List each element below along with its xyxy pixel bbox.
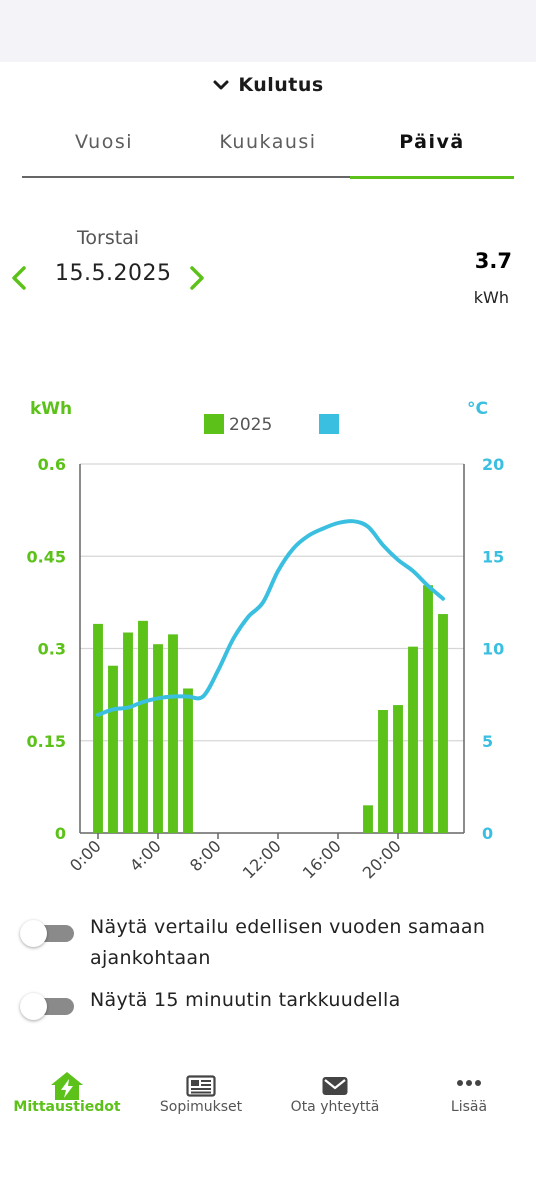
- tab-divider: [22, 176, 514, 178]
- nav-lisaa[interactable]: Lisää: [402, 1065, 536, 1125]
- consumption-bar: [123, 632, 133, 833]
- previous-day-button[interactable]: [8, 265, 30, 291]
- x-tick-label: 4:00: [126, 836, 165, 875]
- consumption-bar: [153, 644, 163, 833]
- x-tick-label: 0:00: [66, 836, 105, 875]
- bottom-navigation: Mittaustiedot Sopimukset Ota yhteyttä Li…: [0, 1065, 536, 1125]
- section-header[interactable]: Kulutus: [0, 70, 536, 100]
- consumption-bar: [168, 634, 178, 833]
- right-axis-title: °C: [467, 399, 488, 419]
- left-axis-title: kWh: [30, 399, 72, 419]
- consumption-bar: [378, 710, 388, 833]
- x-tick-label: 12:00: [239, 836, 285, 882]
- nav-label: Ota yhteyttä: [290, 1099, 380, 1115]
- temperature-line: [96, 519, 445, 717]
- tab-paiva[interactable]: Päivä: [399, 131, 465, 153]
- right-tick-label: 0: [482, 824, 493, 843]
- compare-previous-year-row: Näytä vertailu edellisen vuoden samaan a…: [20, 912, 490, 974]
- quarter-hour-row: Näytä 15 minuutin tarkkuudella: [20, 985, 490, 1020]
- consumption-bar: [138, 620, 148, 833]
- selected-date: 15.5.2025: [55, 261, 172, 286]
- x-tick-label: 20:00: [359, 836, 405, 882]
- legend-label-bars: 2025: [229, 415, 272, 435]
- toggle-knob: [20, 920, 47, 947]
- envelope-icon: [322, 1077, 348, 1095]
- x-tick-label: 16:00: [299, 836, 345, 882]
- daily-total-unit: kWh: [473, 288, 509, 307]
- newspaper-icon: [186, 1075, 216, 1097]
- left-tick-label: 0.45: [27, 547, 66, 566]
- consumption-chart[interactable]: kWh °C 2025 0 0.15 0.3 0.45 0.6 0 5 10 15 20 0:00 4:00…: [0, 390, 536, 900]
- more-dots-icon: [457, 1080, 481, 1086]
- nav-sopimukset[interactable]: Sopimukset: [134, 1065, 268, 1125]
- weekday-label: Torstai: [77, 227, 140, 249]
- left-tick-label: 0.6: [38, 455, 66, 474]
- daily-total-value: 3.7: [474, 249, 512, 273]
- left-tick-label: 0.3: [38, 640, 66, 659]
- consumption-bar: [108, 665, 118, 833]
- consumption-bar: [438, 614, 448, 833]
- date-navigator: Torstai 15.5.2025 3.7 kWh: [0, 225, 536, 315]
- right-tick-label: 15: [482, 547, 504, 566]
- consumption-bar: [408, 646, 418, 833]
- right-tick-label: 10: [482, 640, 504, 659]
- consumption-bar: [393, 705, 403, 833]
- left-tick-label: 0.15: [27, 732, 66, 751]
- right-tick-label: 5: [482, 732, 493, 751]
- section-title: Kulutus: [238, 74, 324, 96]
- tab-vuosi[interactable]: Vuosi: [74, 131, 134, 153]
- consumption-bar: [183, 688, 193, 833]
- quarter-hour-label: Näytä 15 minuutin tarkkuudella: [90, 989, 401, 1011]
- nav-label: Mittaustiedot: [13, 1099, 121, 1115]
- compare-previous-year-label: Näytä vertailu edellisen vuoden samaan a…: [90, 916, 486, 969]
- toggle-knob: [20, 993, 47, 1020]
- active-tab-indicator: [350, 176, 514, 179]
- house-bolt-icon: [51, 1072, 83, 1100]
- right-tick-label: 20: [482, 455, 504, 474]
- consumption-bar: [93, 623, 103, 833]
- tab-kuukausi[interactable]: Kuukausi: [219, 131, 317, 153]
- period-tabs: Vuosi Kuukausi Päivä: [22, 120, 514, 180]
- nav-label: Lisää: [450, 1099, 488, 1115]
- left-tick-label: 0: [55, 824, 66, 843]
- x-tick-label: 8:00: [186, 836, 225, 875]
- nav-label: Sopimukset: [159, 1099, 243, 1115]
- compare-previous-year-toggle[interactable]: [20, 920, 74, 947]
- legend-swatch-temperature: [319, 414, 339, 434]
- legend-swatch-bars: [204, 414, 224, 434]
- nav-mittaustiedot[interactable]: Mittaustiedot: [0, 1065, 134, 1125]
- quarter-hour-toggle[interactable]: [20, 993, 74, 1020]
- nav-ota-yhteytta[interactable]: Ota yhteyttä: [268, 1065, 402, 1125]
- chevron-down-icon: [213, 80, 229, 90]
- status-bar-area: [0, 0, 536, 62]
- next-day-button[interactable]: [186, 265, 208, 291]
- consumption-bar: [423, 585, 433, 833]
- consumption-bar: [363, 805, 373, 833]
